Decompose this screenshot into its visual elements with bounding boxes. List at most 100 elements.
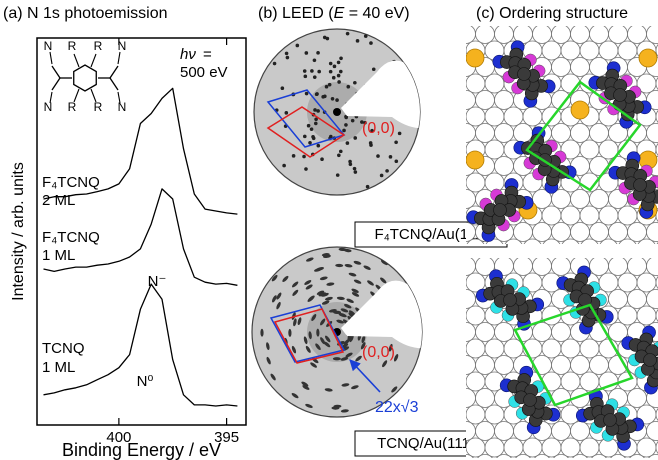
x-tick-label: 400 — [106, 429, 131, 446]
substrate-atom — [589, 123, 609, 143]
leed-spot — [355, 39, 360, 43]
substrate-atom — [570, 421, 590, 441]
substrate-atom — [551, 123, 571, 143]
leed-spot — [314, 117, 318, 122]
panel-title: (c) Ordering structure — [476, 5, 628, 22]
substrate-atom — [494, 156, 514, 176]
substrate-atom — [589, 258, 609, 276]
leed-spot — [345, 31, 350, 36]
substrate-atom — [560, 40, 581, 61]
substrate-atom — [534, 454, 550, 458]
unit-cell — [266, 106, 346, 158]
leed-spot — [313, 108, 317, 112]
substrate-atom — [466, 90, 476, 110]
leed-spot — [309, 127, 314, 131]
bond — [49, 91, 53, 104]
atom-label: N — [118, 100, 127, 114]
leed-spot — [340, 409, 349, 413]
substrate-atom — [466, 305, 486, 326]
adatom — [638, 48, 658, 68]
substrate-atom — [646, 289, 658, 309]
substrate-atom — [589, 189, 609, 209]
leed-spot — [361, 335, 366, 344]
substrate-atom — [636, 272, 657, 293]
carbon-atom — [643, 353, 657, 367]
leed-spot — [360, 342, 366, 350]
substrate-atom — [579, 371, 600, 392]
leed-spot — [388, 155, 393, 159]
substrate-atom — [466, 338, 486, 359]
leed-spot — [332, 64, 337, 69]
substrate-atom — [627, 26, 647, 44]
leed-spot — [324, 388, 333, 392]
substrate-atom — [560, 73, 581, 94]
leed-spot — [302, 134, 307, 139]
substrate-atom — [494, 421, 514, 441]
leed-spot — [302, 154, 306, 159]
leed-spot — [316, 109, 320, 113]
leed-spot — [305, 284, 313, 290]
substrate-atom — [504, 238, 523, 244]
leed-spot — [260, 328, 264, 337]
atom-label: N — [44, 39, 53, 53]
bond — [109, 77, 119, 91]
leed-spot — [321, 300, 330, 305]
leed-spot — [353, 260, 362, 265]
substrate-atom — [513, 258, 533, 276]
substrate-atom — [532, 222, 552, 242]
leed-spot — [370, 128, 374, 133]
leed-spot — [324, 84, 329, 89]
substrate-atom — [579, 338, 600, 359]
substrate-atom — [484, 404, 505, 425]
substrate-atom — [646, 123, 658, 143]
substrate-atom — [551, 222, 571, 242]
leed-spot — [351, 385, 359, 390]
leed-spot — [304, 280, 312, 285]
spot-label: (0,0) — [362, 120, 395, 137]
leed-spot — [305, 403, 313, 408]
annotation: F₄TCNQ — [42, 174, 100, 191]
leed-spot — [353, 80, 357, 85]
leed-spot — [324, 296, 333, 301]
leed-spot — [285, 55, 290, 60]
substrate-atom — [466, 189, 476, 209]
carbon-atom — [503, 293, 517, 307]
substrate-atom — [484, 338, 505, 359]
substrate-atom — [541, 205, 562, 226]
bond — [109, 65, 119, 79]
leed-spot — [323, 94, 327, 99]
spectrum-line — [43, 87, 238, 215]
substrate-atom — [466, 258, 476, 276]
substrate-atom — [532, 26, 552, 44]
leed-spot — [338, 149, 343, 154]
leed-spot — [311, 313, 317, 321]
leed-spot — [360, 120, 364, 124]
leed-spot — [305, 345, 311, 353]
substrate-atom — [475, 26, 495, 44]
substrate-atom — [484, 139, 505, 160]
substrate-atom — [466, 123, 476, 143]
leed-spot — [303, 336, 308, 345]
substrate-atom — [617, 305, 638, 326]
substrate-atom — [627, 222, 647, 242]
annotation: TCNQ — [42, 340, 85, 357]
leed-spot — [342, 128, 346, 133]
bond — [90, 53, 97, 68]
leed-spot — [284, 51, 289, 56]
substrate-atom — [475, 421, 495, 441]
carbon-atom — [517, 67, 531, 81]
leed-spot — [304, 91, 309, 96]
leed-spot — [337, 153, 341, 158]
leed-spot — [339, 56, 343, 61]
leed-spot — [363, 34, 368, 38]
leed-spot — [266, 342, 270, 351]
substrate-atom — [485, 238, 504, 244]
leed-spot — [336, 319, 345, 324]
annotation: N⁻ — [148, 273, 167, 290]
substrate-atom — [617, 205, 638, 226]
annotation: 1 ML — [42, 247, 75, 264]
substrate-atom — [589, 57, 609, 77]
leed-spot — [345, 352, 353, 358]
substrate-atom — [513, 222, 533, 242]
leed-spot — [317, 69, 321, 74]
